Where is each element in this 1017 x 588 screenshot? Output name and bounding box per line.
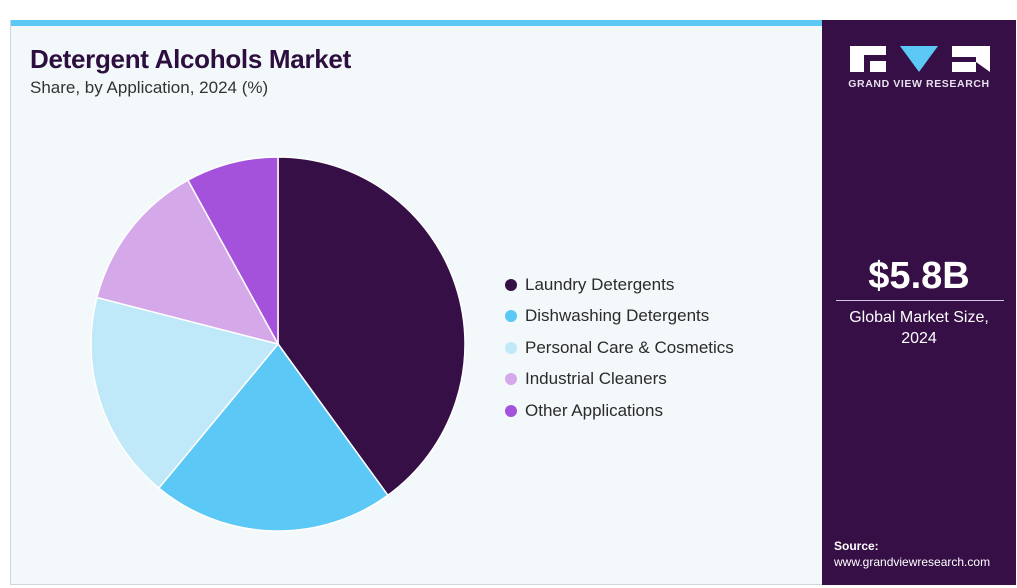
market-size-label-line2: 2024 [901, 330, 937, 347]
market-size-label: Global Market Size, 2024 [822, 307, 1016, 349]
pie-slice-dishwashing-detergents [157, 342, 389, 532]
pie-slice-personal-care-cosmetics [90, 296, 280, 490]
source-link[interactable]: www.grandviewresearch.com [834, 555, 991, 569]
legend-item: Industrial Cleaners [505, 364, 734, 396]
legend-label: Personal Care & Cosmetics [525, 337, 734, 357]
market-size-label-line1: Global Market Size, [849, 309, 989, 326]
legend-label: Laundry Detergents [525, 274, 675, 294]
divider [836, 300, 1004, 301]
market-size-value: $5.8B [868, 255, 970, 297]
legend-item: Personal Care & Cosmetics [505, 332, 734, 364]
chart-title: Detergent Alcohols Market [30, 44, 351, 74]
legend-swatch [505, 373, 517, 386]
legend-label: Dishwashing Detergents [525, 306, 710, 326]
pie-slice-industrial-cleaners [95, 179, 280, 346]
chart-legend: Laundry Detergents Dishwashing Detergents… [505, 269, 734, 427]
legend-swatch [505, 310, 517, 323]
legend-swatch [505, 278, 517, 291]
brand-name: GRAND VIEW RESEARCH [848, 78, 990, 90]
source-label: Source: [834, 539, 879, 553]
legend-swatch [505, 404, 517, 417]
chart-subtitle: Share, by Application, 2024 (%) [30, 78, 269, 97]
pie-chart [90, 156, 466, 532]
legend-swatch [505, 341, 517, 354]
brand-logo-icon [850, 46, 990, 72]
legend-item: Other Applications [505, 395, 734, 427]
legend-label: Other Applications [525, 400, 663, 420]
accent-bar [11, 20, 822, 26]
pie-slice-laundry-detergents [277, 156, 466, 497]
pie-slice-other-applications [186, 156, 279, 345]
legend-item: Laundry Detergents [505, 269, 734, 301]
legend-item: Dishwashing Detergents [505, 301, 734, 333]
legend-label: Industrial Cleaners [525, 369, 667, 389]
info-sidebar: GRAND VIEW RESEARCH $5.8B Global Market … [822, 20, 1016, 585]
